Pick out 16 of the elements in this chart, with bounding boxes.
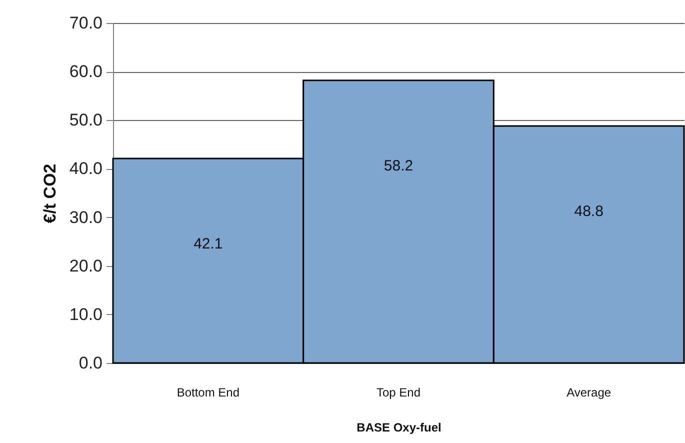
x-axis-title: BASE Oxy-fuel bbox=[356, 420, 442, 434]
x-tick-label: Bottom End bbox=[176, 386, 240, 400]
y-tick-label: 50.0 bbox=[69, 110, 102, 130]
y-tick-label: 70.0 bbox=[69, 14, 102, 32]
y-tick-label: 10.0 bbox=[69, 304, 102, 324]
x-tick-label: Average bbox=[566, 386, 612, 400]
data-label: 42.1 bbox=[194, 236, 223, 253]
data-label: 48.8 bbox=[574, 202, 604, 220]
x-tick-label: Top End bbox=[376, 386, 421, 400]
y-tick-label: 40.0 bbox=[69, 159, 102, 178]
y-tick-label: 20.0 bbox=[69, 256, 102, 276]
y-tick-label: 30.0 bbox=[69, 208, 102, 227]
y-tick-label: 60.0 bbox=[69, 62, 102, 82]
data-label: 58.2 bbox=[384, 157, 414, 174]
y-axis-title: €/t CO2 bbox=[40, 164, 60, 224]
y-tick-label: 0.0 bbox=[78, 354, 102, 372]
